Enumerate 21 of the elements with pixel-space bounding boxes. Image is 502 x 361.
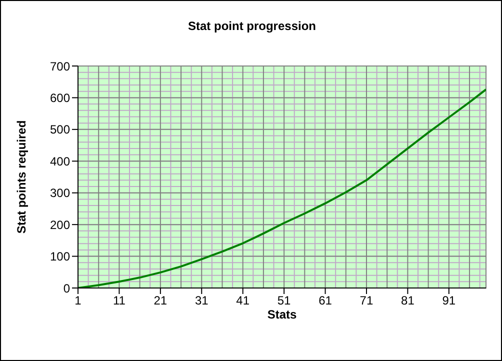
x-tick-label: 61: [318, 294, 332, 308]
y-tick-label: 0: [63, 281, 70, 296]
y-tick-label: 400: [50, 154, 70, 168]
chart-title: Stat point progression: [186, 19, 317, 33]
y-tick-label: 100: [50, 250, 70, 264]
x-tick-label: 81: [401, 294, 415, 308]
x-tick-label: 21: [154, 294, 168, 308]
y-tick-label: 600: [50, 90, 70, 105]
x-tick-label: 41: [236, 294, 250, 308]
x-tick-label: 1: [74, 294, 82, 308]
x-axis-title: Stats: [267, 308, 297, 322]
y-tick-label: 700: [50, 59, 70, 74]
y-tick-label: 300: [50, 186, 70, 200]
x-tick-label: 51: [277, 294, 292, 308]
x-tick-label: 91: [442, 294, 456, 308]
x-tick-label: 31: [194, 294, 209, 308]
y-tick-label: 500: [50, 122, 70, 137]
x-tick-label: 71: [360, 294, 374, 308]
y-tick-label: 200: [50, 218, 70, 232]
x-tick-label: 11: [112, 294, 126, 308]
y-axis-title: Stat points required: [14, 120, 28, 234]
